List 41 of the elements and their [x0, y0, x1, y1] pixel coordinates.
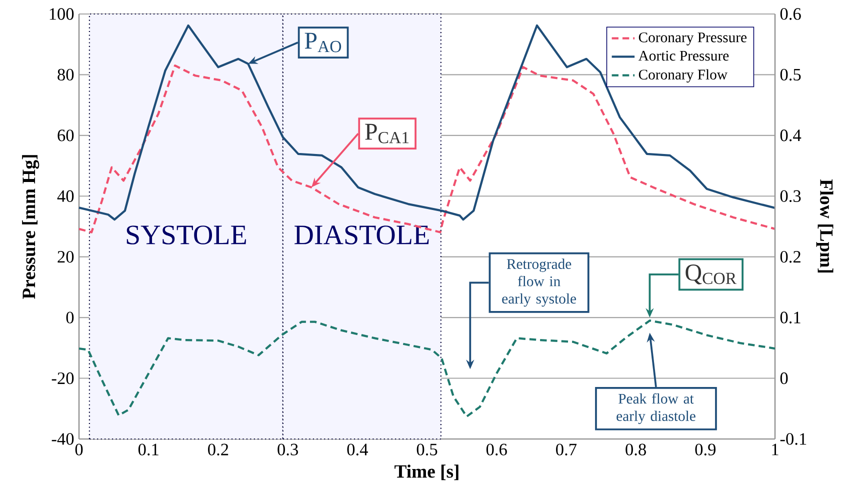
annotation: P$_{AO}$: [304, 32, 342, 52]
y2-tick-label: 0.3: [780, 190, 801, 202]
y2-tick-label: 0.1: [780, 312, 800, 324]
y2-tick-label: 0.2: [780, 250, 800, 263]
y-tick-label: 0: [66, 312, 74, 324]
x-tick-label: 0.4: [347, 444, 368, 456]
y2-tick-label: 0.4: [780, 130, 802, 142]
legend-label: Coronary Pressure: [638, 32, 747, 46]
y2-tick-label: 0.5: [780, 68, 801, 81]
annotation: Retrograde flow in early systole: [502, 258, 576, 307]
y2-tick-label: -0.1: [780, 433, 806, 445]
y2-tick-label: 0.6: [780, 8, 801, 20]
y-tick-label: 60: [58, 130, 74, 142]
band-label: SYSTOLE: [126, 226, 246, 244]
x-tick-label: 0.5: [416, 444, 438, 456]
x-tick-label: 0: [75, 444, 83, 456]
x-tick-label: 0.9: [695, 444, 716, 456]
x-tick-label: 0.2: [208, 444, 228, 456]
legend-label: Coronary Flow: [638, 69, 728, 83]
x-tick-label: 0.1: [138, 444, 158, 456]
y2-axis-title: Flow [Lpm]: [816, 179, 834, 273]
y-tick-label: 20: [58, 251, 74, 263]
y-tick-label: -20: [52, 372, 74, 384]
x-tick-label: 0.7: [556, 444, 577, 456]
x-tick-label: 0.6: [486, 444, 507, 456]
y-tick-label: -40: [52, 433, 74, 445]
y-tick-label: 80: [58, 68, 74, 81]
band-label: DIASTOLE: [294, 226, 429, 244]
y2-tick-label: 0: [780, 372, 788, 384]
legend-label: Aortic Pressure: [638, 50, 729, 61]
x-tick-label: 1: [772, 444, 778, 456]
y-tick-label: 100: [50, 8, 74, 20]
line-series: [78, 24, 776, 221]
y-tick-label: 40: [57, 190, 74, 202]
x-tick-label: 0.3: [278, 444, 298, 456]
annotation: Q$_{COR}$: [686, 264, 737, 284]
y-axis-title: Pressure [mm Hg]: [22, 155, 40, 299]
annotation: Peak flow at early diastole: [616, 393, 696, 424]
x-tick-label: 0.8: [626, 444, 646, 456]
x-axis-title: Time [s]: [394, 464, 458, 480]
annotation: P$_{CA1}$: [365, 124, 409, 144]
